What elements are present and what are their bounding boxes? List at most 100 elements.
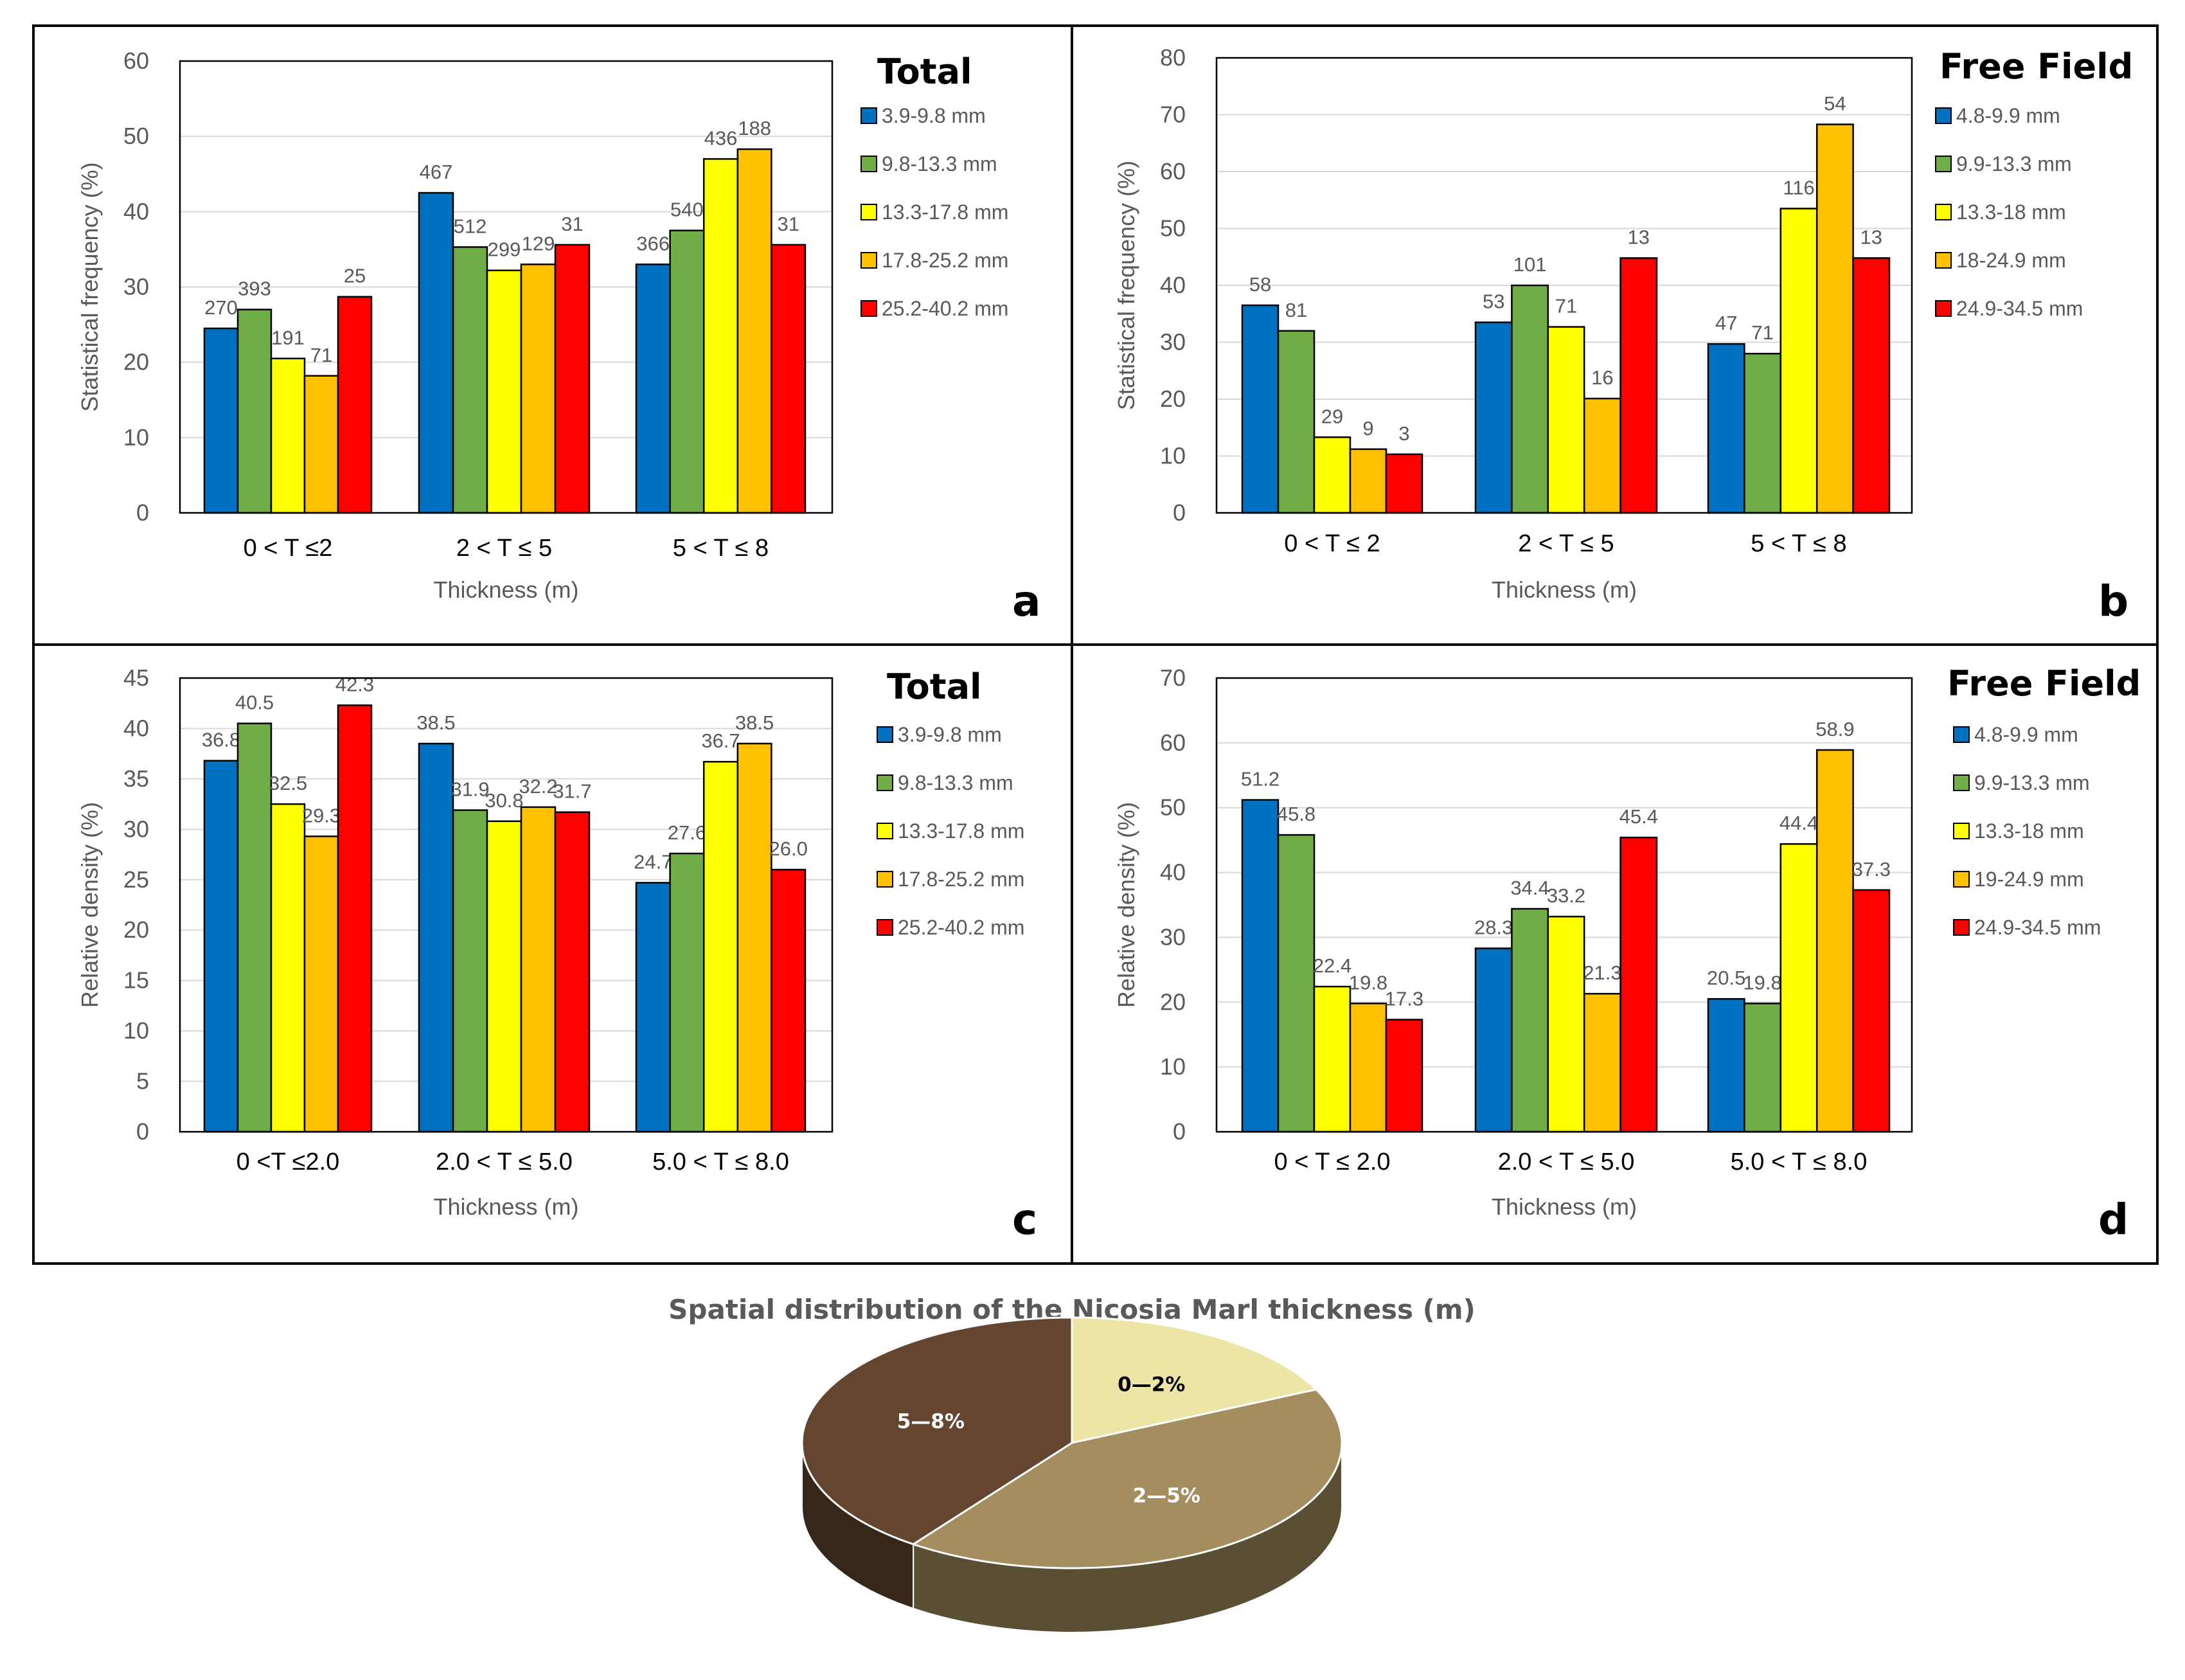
y-tick-label: 15 (123, 967, 149, 994)
legend-swatch (1953, 871, 1970, 888)
bar-data-label: 13 (1628, 226, 1650, 249)
x-category-label: 0 < T ≤2 (244, 535, 333, 562)
legend-entry: 13.3-18 mm (1956, 201, 2066, 224)
bar-data-label: 540 (670, 199, 704, 221)
bar-c-0-1 (236, 722, 272, 1133)
bar-d-1-2 (1547, 915, 1585, 1133)
bar-data-label: 270 (204, 296, 238, 319)
bar-b-1-4 (1619, 257, 1658, 514)
y-tick-label: 20 (123, 349, 149, 375)
x-axis-label: Thickness (m) (1492, 1193, 1637, 1220)
bar-b-0-4 (1385, 453, 1423, 514)
plot-area-frame (1215, 677, 1913, 1133)
bar-data-label: 9 (1362, 417, 1373, 440)
bar-data-label: 101 (1513, 253, 1547, 276)
bar-d-2-2 (1779, 843, 1818, 1133)
y-tick-label: 20 (123, 916, 149, 943)
bar-d-0-4 (1385, 1019, 1423, 1133)
bar-data-label: 38.5 (416, 711, 455, 734)
bar-data-label: 116 (1783, 177, 1814, 199)
y-tick-label: 45 (123, 665, 149, 691)
bar-data-label: 31.9 (450, 778, 489, 801)
x-category-label: 5 < T ≤ 8 (673, 535, 769, 562)
bar-a-2-2 (702, 158, 739, 514)
y-tick-label: 5 (136, 1068, 149, 1095)
legend-swatch (1953, 919, 1970, 936)
bar-b-1-2 (1547, 326, 1585, 514)
x-axis-label: Thickness (m) (433, 1193, 578, 1220)
bar-a-1-2 (486, 269, 522, 514)
bar-data-label: 129 (522, 232, 555, 255)
y-tick-label: 20 (1160, 988, 1186, 1015)
bar-d-2-4 (1852, 889, 1891, 1133)
bar-a-0-0 (203, 327, 239, 514)
bar-b-0-3 (1349, 448, 1387, 514)
y-axis-label: Statistical frequency (%) (1113, 161, 1139, 410)
y-tick-label: 10 (123, 1017, 149, 1044)
legend-swatch (861, 107, 877, 124)
bar-data-label: 38.5 (735, 711, 774, 734)
chart-title: Free Field (1940, 46, 2133, 87)
legend-swatch (1935, 107, 1952, 124)
y-tick-label: 30 (123, 816, 149, 842)
bar-d-1-3 (1583, 992, 1621, 1133)
legend-entry: 4.8-9.9 mm (1956, 104, 2060, 127)
bar-data-label: 58.9 (1815, 718, 1854, 740)
bar-data-label: 71 (1751, 321, 1773, 344)
legend-swatch (1935, 204, 1952, 220)
bar-data-label: 26.0 (769, 837, 808, 860)
bar-a-0-4 (337, 296, 373, 514)
legend-entry: 9.8-13.3 mm (898, 771, 1013, 794)
legend-entry: 17.8-25.2 mm (898, 868, 1024, 891)
bar-c-1-2 (486, 820, 522, 1133)
bar-data-label: 3 (1398, 422, 1409, 445)
y-tick-label: 0 (136, 1118, 149, 1145)
bar-d-1-0 (1474, 947, 1513, 1133)
bar-data-label: 20.5 (1707, 967, 1745, 989)
bar-d-2-3 (1815, 749, 1854, 1133)
pie-slice-label: 5—8% (897, 1410, 965, 1433)
chart-panel-c: 0 5 10 15 20 25 30 35 40 45 36.8 40.5 32.5 29.3 42.3 0 … (76, 665, 1037, 1244)
y-tick-label: 0 (1173, 499, 1186, 526)
legend-entry: 24.9-34.5 mm (1956, 297, 2083, 320)
bar-data-label: 29 (1321, 405, 1343, 427)
bar-c-1-1 (452, 809, 488, 1133)
x-category-label: 0 < T ≤ 2.0 (1274, 1148, 1390, 1175)
y-tick-label: 40 (123, 198, 149, 224)
x-category-label: 2 < T ≤ 5 (456, 535, 552, 562)
bar-data-label: 19.8 (1349, 971, 1387, 994)
bar-data-label: 32.5 (269, 772, 307, 794)
y-axis-label: Relative density (%) (76, 802, 103, 1008)
bar-b-0-1 (1277, 330, 1315, 514)
legend-swatch (1935, 252, 1952, 269)
x-category-label: 5 < T ≤ 8 (1751, 530, 1846, 557)
bar-data-label: 299 (488, 238, 521, 261)
bar-a-0-2 (270, 357, 306, 514)
bar-data-label: 36.8 (202, 729, 240, 751)
bar-data-label: 25 (344, 265, 366, 287)
legend-entry: 13.3-17.8 mm (898, 819, 1024, 843)
y-tick-label: 40 (1160, 272, 1186, 298)
bar-data-label: 19.8 (1743, 971, 1781, 994)
legend: 3.9-9.8 mm 9.8-13.3 mm 13.3-17.8 mm 17.8-25… (877, 723, 1024, 939)
pie-slice-label: 0—2% (1118, 1373, 1185, 1396)
bar-data-label: 188 (738, 117, 771, 139)
bar-data-label: 45.8 (1277, 803, 1315, 825)
bar-c-2-4 (771, 868, 807, 1133)
bar-a-2-0 (635, 264, 671, 514)
panel-letter: b (2098, 576, 2128, 626)
legend-entry: 9.9-13.3 mm (1974, 771, 2090, 794)
y-tick-label: 60 (1160, 158, 1186, 184)
x-category-label: 5.0 < T ≤ 8.0 (1731, 1148, 1868, 1175)
x-axis-label: Thickness (m) (433, 576, 578, 603)
bar-c-2-0 (635, 882, 671, 1133)
bar-data-label: 31 (777, 213, 799, 235)
bar-data-label: 53 (1483, 290, 1504, 313)
bar-a-1-3 (520, 264, 557, 514)
bar-data-label: 512 (454, 215, 487, 237)
bar-data-label: 21.3 (1583, 961, 1621, 984)
y-tick-label: 10 (1160, 443, 1186, 469)
x-category-label: 5.0 < T ≤ 8.0 (652, 1148, 789, 1175)
bar-data-label: 32.2 (519, 775, 557, 798)
